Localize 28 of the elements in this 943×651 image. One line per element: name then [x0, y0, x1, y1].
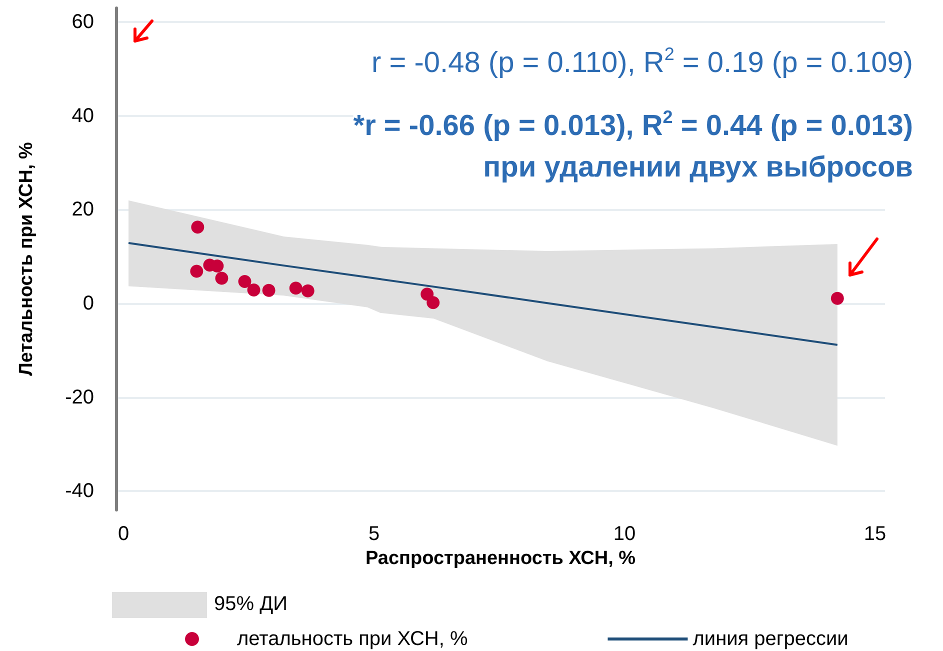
x-axis-title: Распространенность ХСН, % [365, 548, 636, 569]
y-tick-label: -40 [65, 480, 94, 502]
y-tick-label: -20 [65, 386, 94, 408]
point [262, 284, 276, 297]
line-series [128, 242, 838, 346]
legend-label: летальность при ХСН, % [237, 628, 468, 650]
point [215, 272, 228, 285]
x-tick-label: 10 [613, 523, 636, 545]
point [238, 275, 252, 288]
legend-label: линия регрессии [692, 628, 848, 650]
annotation: при удалении двух выбросов [483, 152, 914, 184]
point [301, 284, 314, 298]
x-tick-label: 5 [368, 523, 380, 545]
point [210, 260, 224, 273]
x-tick-label: 0 [118, 523, 130, 545]
y-tick-label: 20 [72, 198, 94, 221]
point [289, 282, 302, 295]
y-tick-label: 60 [72, 11, 94, 34]
point [830, 292, 844, 305]
text: 95% ДИ [214, 593, 288, 615]
x-tick-label: 15 [864, 523, 886, 545]
y-tick-label: 40 [72, 104, 94, 127]
point [191, 220, 204, 234]
point [190, 264, 204, 278]
point [247, 283, 260, 296]
y-axis-title: Летальность при ХСН, % [16, 142, 37, 376]
point [426, 296, 440, 310]
y-tick-label: 0 [82, 292, 94, 315]
